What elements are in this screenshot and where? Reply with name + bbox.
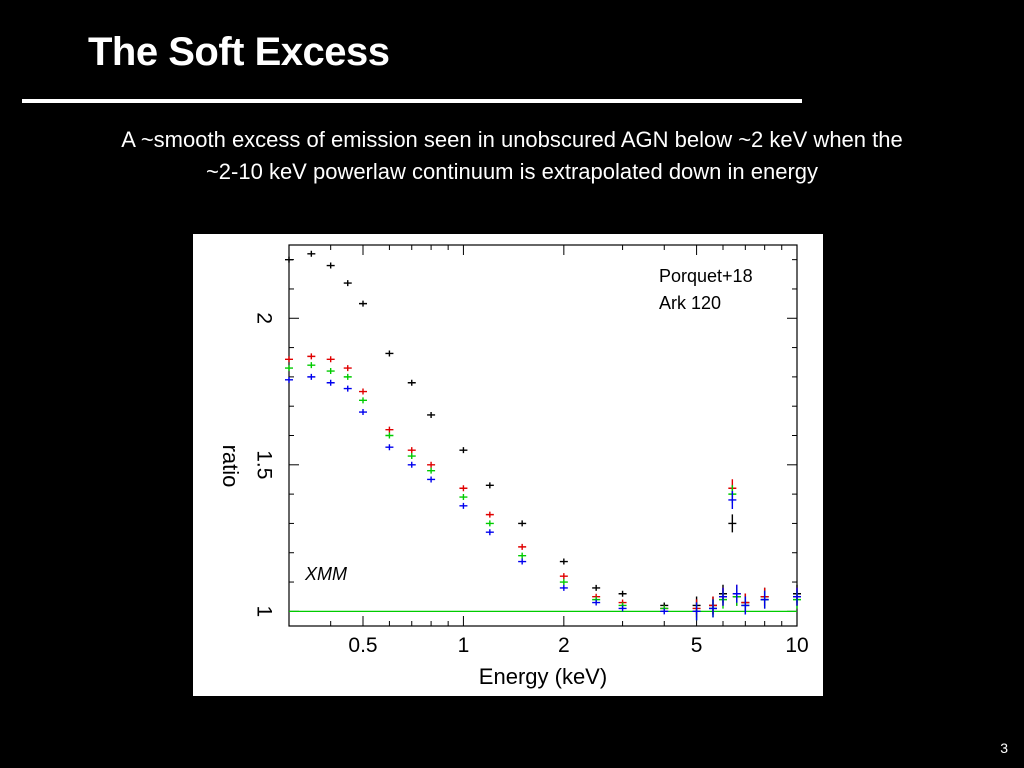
y-tick-label: 1.5 [252,450,275,479]
series-3 [285,373,801,621]
x-tick-labels: 0.5 1 2 5 10 [348,634,808,657]
data-point [427,461,436,468]
chart-canvas: 0.5 1 2 5 10 11.52 Energy (keV) ratio Porque… [218,244,809,689]
series-1 [285,353,801,618]
data-point [692,602,701,621]
data-point [592,584,601,591]
data-point [307,250,316,257]
data-point [459,485,468,492]
data-point [343,280,352,287]
y-tick-label: 1 [252,606,275,618]
data-point [407,447,416,454]
subtitle-line-2: ~2-10 keV powerlaw continuum is extrapol… [205,159,819,184]
data-point [285,256,293,263]
data-point [407,461,416,468]
data-point [732,584,741,603]
data-point [559,573,568,580]
slide-subtitle: A ~smooth excess of emission seen in uno… [40,124,984,188]
data-point [485,520,494,527]
y-tick-labels: 11.52 [252,312,275,617]
source-annotation: Ark 120 [659,293,721,313]
data-point [592,599,601,606]
data-point [307,353,316,360]
x-tick-label: 2 [558,634,570,657]
data-point [359,397,368,404]
data-point [407,453,416,460]
data-point [285,365,293,372]
data-point [718,587,727,606]
data-point [326,356,335,363]
data-point [385,444,394,451]
data-point [385,350,394,357]
data-point [709,599,718,618]
data-point [343,365,352,372]
x-tick-label: 5 [691,634,703,657]
data-point [285,356,293,363]
data-point [485,529,494,536]
x-tick-label: 0.5 [348,634,377,657]
data-point [618,605,627,612]
slide-title: The Soft Excess [88,30,390,74]
data-point [307,373,316,380]
data-point [518,552,527,559]
data-point [728,490,737,509]
data-point [459,502,468,509]
data-point [618,590,627,597]
data-point [518,520,527,527]
axis-ticks [289,245,798,626]
data-point [793,587,801,606]
data-point [728,514,737,533]
data-point [760,590,769,609]
x-tick-label: 10 [785,634,808,657]
data-point [385,426,394,433]
data-point [741,596,750,615]
data-point [307,362,316,369]
data-point [485,511,494,518]
data-point [485,482,494,489]
data-point [359,388,368,395]
data-point [427,476,436,483]
data-point [326,368,335,375]
data-point [427,411,436,418]
slide-number: 3 [1000,740,1008,756]
data-series [285,250,801,621]
data-point [385,432,394,439]
instrument-annotation: XMM [304,564,347,584]
data-point [427,467,436,474]
data-point [359,300,368,307]
data-point [559,579,568,586]
data-point [459,447,468,454]
data-point [326,262,335,269]
ratio-chart: 0.5 1 2 5 10 1 1.5 2 Energy (keV) ratio Porque… [193,234,823,696]
x-axis-label: Energy (keV) [479,664,607,689]
data-point [559,584,568,591]
y-tick-label: 2 [252,312,275,324]
data-point [407,379,416,386]
data-point [326,379,335,386]
series-0 [285,250,801,615]
data-point [343,373,352,380]
data-point [359,409,368,416]
data-point [518,558,527,565]
x-tick-label: 1 [458,634,470,657]
data-point [343,385,352,392]
data-point [660,608,669,615]
data-point [459,494,468,501]
reference-annotation: Porquet+18 [659,266,753,286]
y-axis-label: ratio [218,445,243,488]
data-point [285,376,293,383]
data-point [559,558,568,565]
subtitle-line-1: A ~smooth excess of emission seen in uno… [121,127,903,152]
series-2 [285,362,801,621]
title-underline [22,99,802,103]
data-point [518,543,527,550]
